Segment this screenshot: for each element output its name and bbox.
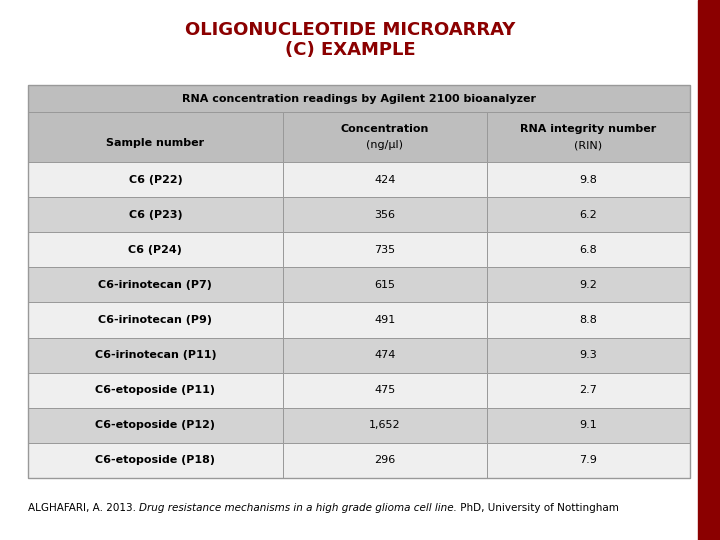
Bar [283,232,487,267]
Text: ALGHAFARI, A. 2013.: ALGHAFARI, A. 2013. [28,503,139,513]
Text: 9.1: 9.1 [580,420,598,430]
Bar [487,443,690,478]
Text: 6.8: 6.8 [580,245,598,255]
Text: C6 (P23): C6 (P23) [129,210,182,220]
Text: C6-irinotecan (P11): C6-irinotecan (P11) [94,350,216,360]
Bar [28,373,283,408]
Text: (C) EXAMPLE: (C) EXAMPLE [284,41,415,59]
Text: (ng/μl): (ng/μl) [366,140,403,150]
Bar [28,408,283,443]
Text: 1,652: 1,652 [369,420,400,430]
Text: 735: 735 [374,245,395,255]
Text: C6 (P22): C6 (P22) [129,174,182,185]
Bar [28,338,283,373]
Text: RNA integrity number: RNA integrity number [521,124,657,134]
Bar [283,197,487,232]
Text: 9.3: 9.3 [580,350,598,360]
Bar [487,162,690,197]
Bar [487,232,690,267]
Text: C6-irinotecan (P7): C6-irinotecan (P7) [99,280,212,290]
Text: 6.2: 6.2 [580,210,598,220]
Bar [28,85,690,112]
Text: 475: 475 [374,385,395,395]
Bar [28,267,283,302]
Bar [28,112,283,162]
Bar [283,302,487,338]
Text: 491: 491 [374,315,395,325]
Text: 356: 356 [374,210,395,220]
Text: 7.9: 7.9 [580,455,598,465]
Bar [28,85,690,478]
Bar [283,162,487,197]
Text: 2.7: 2.7 [580,385,598,395]
Text: Drug resistance mechanisms in a high grade glioma cell line.: Drug resistance mechanisms in a high gra… [139,503,457,513]
Text: C6 (P24): C6 (P24) [128,245,182,255]
Bar [28,197,283,232]
Text: PhD, University of Nottingham: PhD, University of Nottingham [457,503,619,513]
Text: 9.8: 9.8 [580,174,598,185]
Bar [698,0,720,540]
Bar [28,443,283,478]
Text: 615: 615 [374,280,395,290]
Bar [28,162,283,197]
Bar [487,408,690,443]
Text: C6-irinotecan (P9): C6-irinotecan (P9) [99,315,212,325]
Bar [28,302,283,338]
Text: Sample number: Sample number [107,138,204,148]
Bar [283,408,487,443]
Bar [487,112,690,162]
Bar [28,232,283,267]
Bar [487,373,690,408]
Text: RNA concentration readings by Agilent 2100 bioanalyzer: RNA concentration readings by Agilent 21… [182,93,536,104]
Text: Concentration: Concentration [341,124,429,134]
Text: C6-etoposide (P18): C6-etoposide (P18) [96,455,215,465]
Text: 424: 424 [374,174,395,185]
Bar [487,197,690,232]
Bar [487,302,690,338]
Text: C6-etoposide (P12): C6-etoposide (P12) [96,420,215,430]
Bar [283,112,487,162]
Text: 296: 296 [374,455,395,465]
Bar [487,338,690,373]
Bar [283,373,487,408]
Text: C6-etoposide (P11): C6-etoposide (P11) [96,385,215,395]
Text: (RIN): (RIN) [575,140,603,150]
Bar [283,338,487,373]
Text: 474: 474 [374,350,395,360]
Text: OLIGONUCLEOTIDE MICROARRAY: OLIGONUCLEOTIDE MICROARRAY [185,21,516,39]
Text: 8.8: 8.8 [580,315,598,325]
Bar [487,267,690,302]
Bar [283,443,487,478]
Text: 9.2: 9.2 [580,280,598,290]
Bar [283,267,487,302]
